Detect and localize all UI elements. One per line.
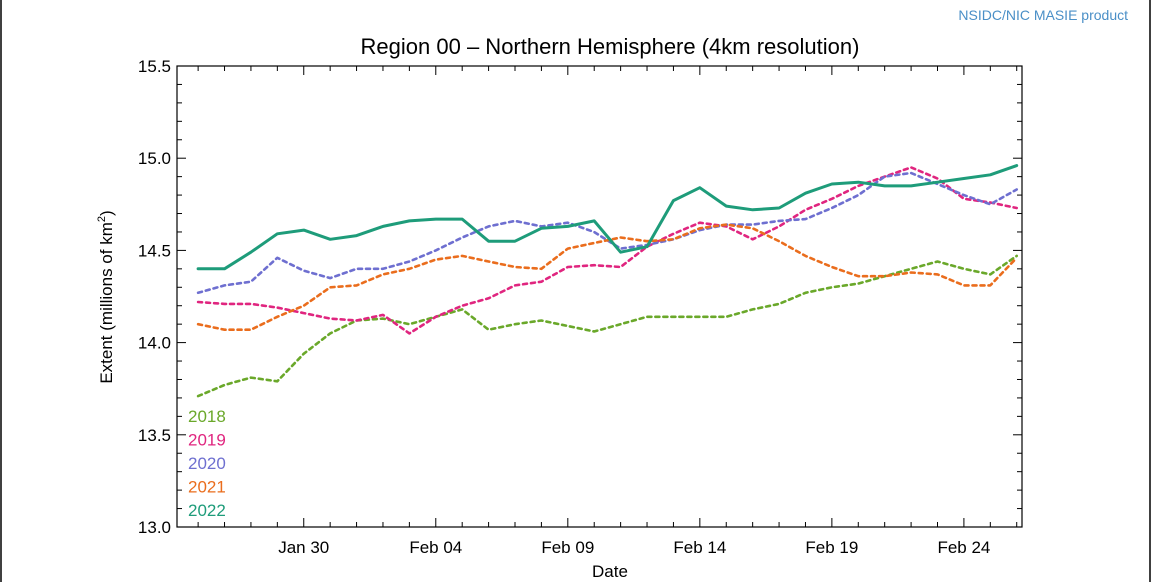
y-tick-label: 13.5: [138, 426, 171, 445]
x-tick-label: Feb 04: [409, 538, 462, 557]
plot-frame: [176, 65, 1023, 528]
x-tick-label: Feb 14: [673, 538, 726, 557]
legend-label-2020: 2020: [188, 454, 226, 473]
series-line-2022: [196, 164, 1019, 271]
x-tick-label: Feb 19: [805, 538, 858, 557]
x-tick-label: Feb 09: [541, 538, 594, 557]
y-axis-label: Extent (millions of km2): [96, 210, 116, 383]
legend-label-2022: 2022: [188, 501, 226, 520]
y-axis-label-sup: 2: [96, 216, 108, 222]
series-group: [196, 164, 1019, 398]
legend-label-2021: 2021: [188, 478, 226, 497]
y-tick-label: 13.0: [138, 518, 171, 537]
legend: 2018 2019 2020 2021 2022: [188, 407, 226, 520]
series-line-2021: [196, 223, 1019, 332]
axes: 13.0 13.5 14.0 14.5 15.0 15.5 Jan 30 Feb 04 Feb …: [138, 57, 1023, 557]
y-axis-label-main: Extent (millions of km: [97, 222, 116, 384]
y-tick-label: 14.5: [138, 241, 171, 260]
x-tick-label: Jan 30: [278, 538, 329, 557]
svg-text:Extent (millions of km2): Extent (millions of km2): [96, 210, 116, 383]
y-axis-label-close: ): [97, 210, 116, 216]
series-line-2018: [196, 254, 1019, 398]
credit-text: NSIDC/NIC MASIE product: [958, 7, 1128, 23]
y-tick-label: 14.0: [138, 334, 171, 353]
series-line-2019: [196, 166, 1019, 335]
y-tick-label: 15.5: [138, 57, 171, 76]
chart-title: Region 00 – Northern Hemisphere (4km res…: [361, 34, 860, 59]
x-tick-label: Feb 24: [937, 538, 990, 557]
legend-label-2019: 2019: [188, 431, 226, 450]
x-axis-label: Date: [592, 562, 628, 581]
legend-label-2018: 2018: [188, 407, 226, 426]
y-tick-label: 15.0: [138, 149, 171, 168]
